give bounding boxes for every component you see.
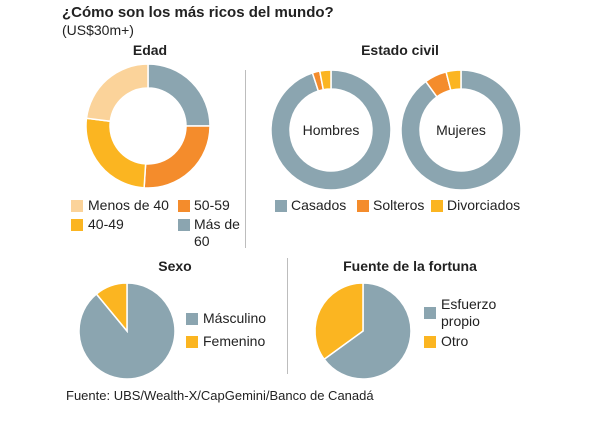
sexo-title: Sexo xyxy=(158,258,192,274)
legend-label-mas-de-60: Más de 60 xyxy=(194,216,240,249)
slice-femenino xyxy=(95,282,128,334)
slice-casados xyxy=(270,69,392,191)
slice-40-49 xyxy=(85,117,147,189)
legend-label-femenino: Femenino xyxy=(203,333,266,349)
legend-swatch-solteros xyxy=(357,200,369,212)
fortuna-pie-chart xyxy=(314,282,412,380)
legend-swatch-otro xyxy=(424,336,436,348)
sexo-pie-chart xyxy=(78,282,176,380)
chart-subtitle: (US$30m+) xyxy=(62,22,134,38)
estado-civil-title: Estado civil xyxy=(361,42,439,58)
slice-menos-de-40 xyxy=(85,63,149,123)
legend-label-divorciados: Divorciados xyxy=(447,197,521,213)
legend-swatch-esfuerzo-propio xyxy=(424,307,436,319)
fortuna-title: Fuente de la fortuna xyxy=(343,258,477,274)
slice-divorciados xyxy=(445,69,462,92)
edad-donut-chart xyxy=(85,63,211,189)
legend-label-casados: Casados xyxy=(291,197,347,213)
legend-swatch-masculino xyxy=(186,313,198,325)
legend-label-40-49: 40-49 xyxy=(88,216,124,232)
legend-swatch-40-49 xyxy=(71,219,83,231)
legend-swatch-50-59 xyxy=(178,200,190,212)
slice-otro xyxy=(314,282,364,361)
legend-swatch-femenino xyxy=(186,336,198,348)
hombres-label: Hombres xyxy=(302,122,360,138)
legend-swatch-casados xyxy=(275,200,287,212)
divider-top xyxy=(245,70,246,248)
legend-swatch-menos-de-40 xyxy=(71,200,83,212)
mujeres-donut-chart xyxy=(400,69,522,191)
legend-label-menos-de-40: Menos de 40 xyxy=(88,197,169,213)
legend-label-otro: Otro xyxy=(441,333,469,349)
divider-bottom xyxy=(287,258,288,374)
legend-swatch-mas-de-60 xyxy=(178,219,190,231)
slice-50-59 xyxy=(143,125,211,189)
slice-más-de-60 xyxy=(147,63,211,127)
slice-esfuerzo-propio xyxy=(323,282,412,380)
slice-casados xyxy=(400,69,522,191)
legend-label-50-59: 50-59 xyxy=(194,197,230,213)
legend-label-solteros: Solteros xyxy=(373,197,425,213)
source-note: Fuente: UBS/Wealth-X/CapGemini/Banco de … xyxy=(66,388,374,403)
legend-swatch-divorciados xyxy=(431,200,443,212)
edad-title: Edad xyxy=(132,42,168,58)
legend-label-masculino: Másculino xyxy=(203,310,267,326)
slice-divorciados xyxy=(318,69,332,91)
chart-title: ¿Cómo son los más ricos del mundo? xyxy=(62,4,334,21)
legend-label-esfuerzo-propio: Esfuerzo propio xyxy=(441,296,497,329)
hombres-donut-chart xyxy=(270,69,392,191)
mujeres-label: Mujeres xyxy=(436,122,486,138)
